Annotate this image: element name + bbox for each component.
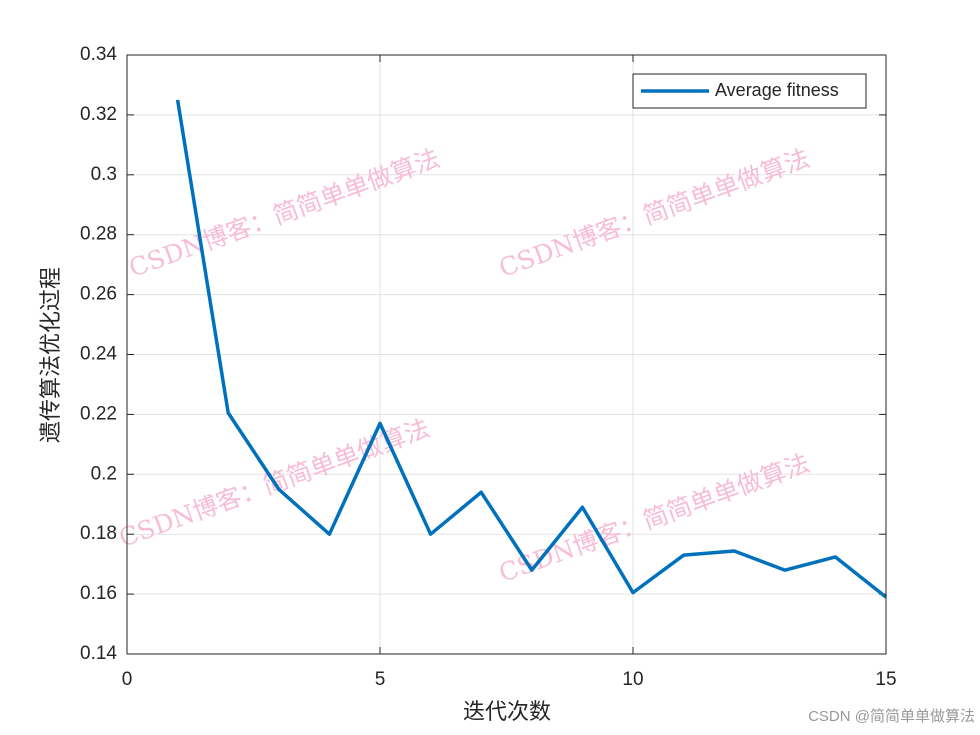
data-line: [175, 99, 888, 599]
plot-frame: [126, 54, 887, 655]
x-tick-label: 10: [622, 669, 643, 690]
y-tick-label: 0.14: [80, 643, 117, 664]
y-tick-label: 0.24: [80, 344, 117, 365]
y-tick-label: 0.26: [80, 284, 117, 305]
y-tick-label: 0.34: [80, 44, 117, 65]
y-tick-label: 0.28: [80, 224, 117, 245]
x-axis-label: 迭代次数: [463, 699, 551, 724]
y-tick-label: 0.16: [80, 583, 117, 604]
y-tick-label: 0.2: [91, 463, 117, 484]
x-tick-label: 0: [122, 669, 133, 690]
x-tick-label: 5: [375, 669, 386, 690]
x-tick-label: 15: [875, 669, 896, 690]
legend-label: Average fitness: [715, 80, 839, 100]
y-tick-label: 0.18: [80, 523, 117, 544]
credit: CSDN @简简单单做算法: [808, 707, 975, 725]
y-tick-label: 0.22: [80, 403, 117, 424]
y-tick-label: 0.32: [80, 104, 117, 125]
y-axis-label: 遗传算法优化过程: [38, 267, 63, 443]
y-tick-label: 0.3: [91, 164, 117, 185]
